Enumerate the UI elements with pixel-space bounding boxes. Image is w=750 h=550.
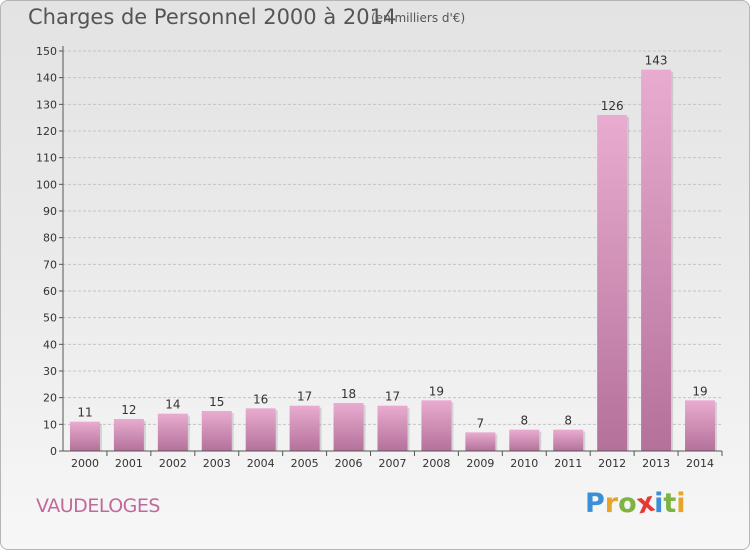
y-tick-label: 150 [36,45,57,58]
bar [421,400,452,451]
y-tick-label: 140 [36,72,57,85]
bar [465,432,496,451]
logo-letter: i [676,488,686,519]
y-tick-label: 100 [36,178,57,191]
x-tick-label: 2011 [554,457,582,470]
bar-value-label: 8 [520,414,528,428]
bar-value-label: 14 [165,398,180,412]
bar-value-label: 16 [253,392,268,406]
bar [113,419,144,451]
y-tick-label: 10 [43,418,57,431]
bar-value-label: 15 [209,395,224,409]
x-tick-label: 2010 [510,457,538,470]
labels: 0 10 20 30 40 50 60 70 80 90 100 110 120 130 140 150 11 2… [36,45,714,470]
x-tick-label: 2008 [422,457,450,470]
x-tick-label: 2006 [335,457,363,470]
y-tick-label: 90 [43,205,57,218]
y-tick-label: 20 [43,392,57,405]
x-tick-label: 2000 [71,457,99,470]
y-tick-label: 70 [43,258,57,271]
bar [333,403,364,451]
bar-value-label: 8 [564,414,572,428]
bar-value-label: 7 [477,416,485,430]
y-tick-label: 40 [43,338,57,351]
bar-value-label: 19 [429,384,444,398]
bar-value-label: 17 [297,390,312,404]
bar [289,405,320,451]
bar [245,408,276,451]
y-tick-label: 120 [36,125,57,138]
bar [201,411,232,451]
bar-value-label: 126 [601,99,624,113]
x-tick-label: 2007 [379,457,407,470]
bar-value-label: 19 [692,384,707,398]
bar [69,421,100,451]
axes [59,46,723,456]
commune-name: VAUDELOGES [36,495,160,517]
bar-value-label: 11 [77,406,92,420]
bars [69,69,718,452]
logo-letter: o [618,488,637,519]
bar [157,413,188,451]
y-tick-label: 50 [43,312,57,325]
y-tick-label: 130 [36,98,57,111]
bar-value-label: 17 [385,390,400,404]
logo-letter: P [585,488,605,519]
logo-letter: i [654,488,664,519]
x-tick-label: 2005 [291,457,319,470]
y-tick-label: 110 [36,152,57,165]
x-tick-label: 2014 [686,457,714,470]
x-tick-label: 2003 [203,457,231,470]
chart-subtitle: (en milliers d'€) [371,11,466,25]
proxiti-logo: Proxiti [585,487,686,521]
bar [377,405,408,451]
bar [597,115,628,451]
x-tick-label: 2004 [247,457,275,470]
logo-letter: r [604,488,619,519]
x-tick-label: 2009 [466,457,494,470]
bar-value-label: 12 [121,403,136,417]
bar [641,69,672,452]
x-tick-label: 2001 [115,457,143,470]
bar [509,429,540,451]
y-tick-label: 60 [43,285,57,298]
bar-value-label: 143 [645,54,668,68]
chart-title: Charges de Personnel 2000 à 2014 [28,5,397,29]
bar [553,429,584,451]
logo-letter: t [663,488,677,519]
bar-value-label: 18 [341,387,356,401]
x-tick-label: 2013 [642,457,670,470]
bar [685,400,716,451]
x-tick-label: 2012 [598,457,626,470]
y-tick-label: 0 [50,445,57,458]
y-tick-label: 30 [43,365,57,378]
y-tick-label: 80 [43,232,57,245]
x-tick-label: 2002 [159,457,187,470]
